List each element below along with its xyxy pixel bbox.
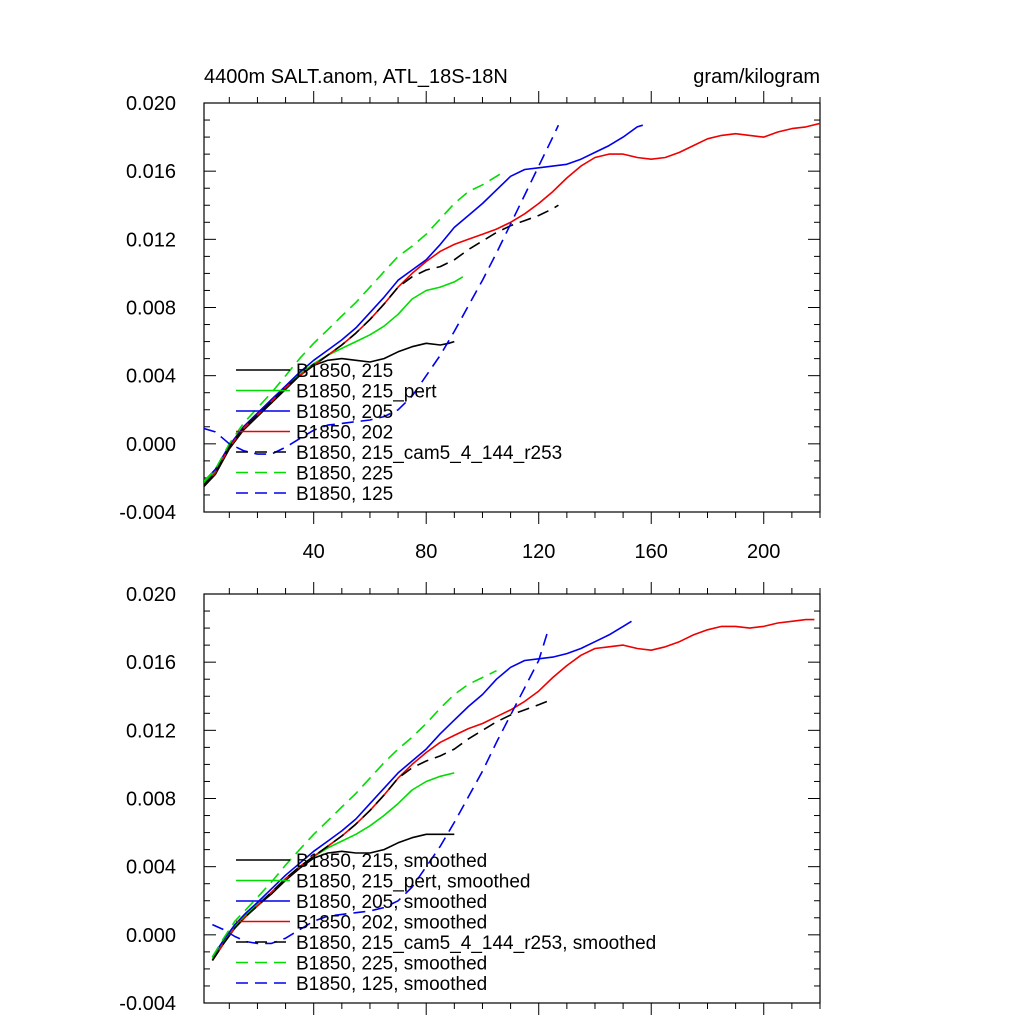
y-tick-label: 0.016 — [126, 161, 176, 183]
legend-label: B1850, 215, smoothed — [296, 851, 487, 872]
y-tick-label: 0.004 — [126, 366, 176, 388]
legend-label: B1850, 215 — [296, 361, 393, 382]
legend-label: B1850, 205, smoothed — [296, 892, 487, 913]
units-label: gram/kilogram — [693, 66, 820, 88]
series-line — [211, 700, 548, 961]
series-line — [204, 122, 820, 486]
top-panel: -0.004 0.000 0.004 0.008 0.012 0.016 0.020 40 80… — [119, 91, 821, 563]
y-tick-label: 0.016 — [126, 652, 176, 674]
legend-label: B1850, 202, smoothed — [296, 913, 487, 934]
legend-label: B1850, 215_pert — [296, 382, 437, 403]
series-line — [212, 632, 548, 945]
chart-title: 4400m SALT.anom, ATL_18S-18N — [204, 66, 508, 88]
series-line — [204, 170, 506, 482]
y-tick-label: 0.008 — [126, 789, 176, 811]
series-line — [204, 124, 560, 455]
legend-label: B1850, 215_cam5_4_144_r253 — [296, 443, 562, 464]
legend-label: B1850, 215_pert, smoothed — [296, 872, 531, 893]
y-tick-label: 0.004 — [126, 857, 176, 879]
x-tick-label: 160 — [635, 541, 668, 563]
series-line — [211, 669, 497, 958]
x-tick-label: 120 — [522, 541, 555, 563]
y-tick-label: 0.008 — [126, 298, 176, 320]
legend-label: B1850, 225 — [296, 464, 393, 485]
y-tick-label: 0.012 — [126, 720, 176, 742]
y-tick-label: 0.012 — [126, 229, 176, 251]
series-line — [204, 340, 455, 487]
series-group — [211, 618, 815, 961]
legend-label: B1850, 215_cam5_4_144_r253, smoothed — [296, 933, 656, 954]
series-group — [204, 122, 820, 487]
legend-label: B1850, 202 — [296, 423, 393, 444]
series-line — [204, 124, 644, 482]
legend-label: B1850, 125, smoothed — [296, 974, 487, 995]
y-tick-label: 0.020 — [126, 93, 176, 115]
series-line — [211, 772, 455, 960]
x-tick-label: 40 — [303, 541, 325, 563]
legend-label: B1850, 225, smoothed — [296, 954, 487, 975]
series-line — [211, 620, 632, 958]
y-tick-label: -0.004 — [119, 993, 176, 1015]
y-tick-label: 0.000 — [126, 434, 176, 456]
bottom-panel: -0.004 0.000 0.004 0.008 0.012 0.016 0.020 B185… — [119, 582, 821, 1015]
y-tick-label: -0.004 — [119, 502, 176, 524]
x-tick-label: 200 — [747, 541, 780, 563]
legend-label: B1850, 125 — [296, 484, 393, 505]
y-tick-label: 0.000 — [126, 925, 176, 947]
y-tick-label: 0.020 — [126, 584, 176, 606]
legend-label: B1850, 205 — [296, 402, 393, 423]
x-tick-label: 80 — [415, 541, 437, 563]
